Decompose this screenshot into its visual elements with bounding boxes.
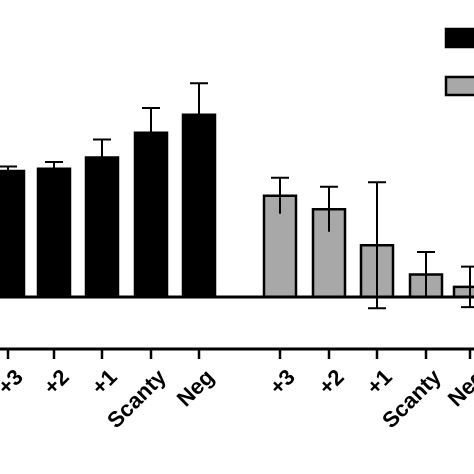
x-tick-label-2-2: +2 [313,364,348,399]
x-tick-label-1-3: +1 [86,364,121,399]
x-tick-label-1-5: Neg [172,364,219,411]
bar-1-3 [84,156,120,299]
bar-1-1 [0,169,26,299]
bars-layer [0,82,474,310]
x-tick-label-2-3: +1 [361,364,396,399]
legend [444,27,474,97]
bar-1-2 [36,167,72,299]
legend-swatch-2 [444,75,474,97]
x-tick-label-1-2: +2 [38,364,73,399]
legend-swatch-1 [444,27,474,49]
x-tick-label-2-5: Neg [443,364,474,411]
x-tick-label-2-1: +3 [264,364,299,399]
x-tick-label-1-1: +3 [0,364,28,399]
